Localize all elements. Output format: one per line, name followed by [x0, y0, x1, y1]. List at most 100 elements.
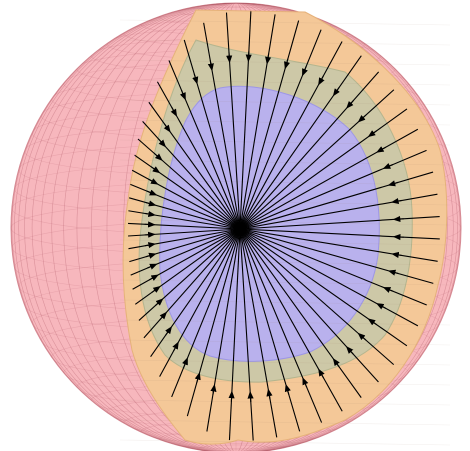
parallel-line	[216, 449, 256, 451]
field-line	[225, 12, 241, 230]
field-line	[239, 228, 301, 432]
field-line	[239, 149, 427, 230]
field-arrow	[376, 303, 387, 310]
field-arrow	[182, 357, 188, 368]
meridian-line	[14, 3, 458, 451]
cutaway-grid-line	[119, 219, 451, 226]
meridian-line	[11, 3, 461, 451]
field-line	[183, 39, 241, 230]
field-lines	[128, 11, 440, 441]
field-line	[186, 228, 241, 417]
field-arrow	[145, 252, 157, 259]
field-arrow	[318, 368, 325, 379]
field-arrow	[163, 123, 171, 133]
field-arrow	[302, 377, 309, 388]
field-arrow	[179, 89, 186, 101]
field-arrow	[154, 153, 163, 161]
field-line	[239, 171, 434, 230]
field-line	[148, 101, 241, 230]
field-line	[239, 228, 323, 423]
field-arrow	[391, 251, 403, 258]
field-line	[150, 228, 241, 358]
field-line	[239, 228, 408, 347]
field-arrow	[367, 130, 378, 138]
field-line	[239, 228, 434, 284]
field-arrow	[357, 332, 367, 341]
field-arrow	[367, 318, 378, 326]
field-arrow	[148, 274, 159, 281]
field-arrow	[346, 100, 354, 109]
field-arrow	[158, 138, 167, 148]
field-line	[239, 20, 300, 230]
field-arrow	[382, 287, 394, 293]
field-arrow	[207, 60, 214, 72]
field-arrow	[150, 166, 161, 174]
meridian-line	[18, 3, 454, 451]
cutaway-grid-line	[119, 299, 451, 306]
field-arrow	[210, 383, 217, 395]
field-arrow	[382, 163, 394, 169]
field-line	[239, 228, 379, 383]
meridian-line	[24, 3, 448, 451]
cutaway-grid-line	[119, 199, 451, 206]
center-point	[237, 226, 243, 232]
field-line	[239, 128, 419, 230]
field-line	[239, 55, 362, 230]
field-arrow	[390, 198, 402, 205]
field-line	[206, 228, 241, 432]
field-line	[171, 228, 241, 398]
field-line	[239, 215, 440, 230]
cutaway-grid-line	[119, 279, 451, 286]
field-line	[239, 108, 408, 230]
cutaway-grid-line	[119, 339, 451, 346]
field-arrow	[159, 311, 168, 321]
field-arrow	[284, 383, 291, 395]
field-arrow	[332, 86, 340, 97]
field-line	[239, 14, 276, 230]
field-arrow	[345, 346, 354, 355]
field-arrow	[357, 114, 367, 123]
field-line	[239, 41, 343, 230]
field-line	[239, 228, 419, 327]
field-line	[239, 228, 343, 412]
field-arrow	[144, 210, 156, 218]
field-arrow	[151, 285, 161, 293]
field-arrow	[165, 326, 173, 336]
field-line	[239, 228, 362, 398]
field-arrow	[318, 75, 325, 86]
cutaway-grid-line	[119, 399, 451, 406]
cutaway-grid-line	[119, 439, 451, 446]
field-line	[239, 193, 438, 230]
field-arrow	[302, 65, 308, 77]
parallel-line	[216, 3, 256, 7]
meridian-line	[14, 3, 458, 451]
field-line	[239, 228, 278, 438]
field-arrow	[284, 58, 290, 70]
cutaway-grid-line	[119, 79, 451, 86]
cutaway-grid-line	[119, 259, 451, 266]
field-arrow	[148, 178, 159, 185]
field-arrow	[387, 180, 399, 187]
cutaway-grid-line	[119, 19, 451, 26]
meridian-line	[11, 3, 461, 451]
cutaway-grid-line	[119, 119, 451, 126]
field-arrow	[154, 298, 164, 307]
meridian-line	[18, 3, 454, 451]
field-arrow	[332, 358, 340, 368]
field-line	[239, 228, 438, 262]
field-arrow	[194, 371, 201, 383]
field-arrow	[266, 388, 273, 400]
field-line	[239, 228, 427, 306]
field-arrow	[146, 189, 158, 196]
meridian-line	[24, 3, 448, 451]
field-line	[239, 11, 252, 230]
field-arrow	[145, 200, 157, 207]
field-line	[203, 22, 241, 230]
cutaway-grid-line	[119, 319, 451, 326]
field-line	[239, 228, 254, 441]
cutaway-grid-line	[119, 99, 451, 106]
field-line	[239, 89, 395, 230]
field-line	[168, 60, 241, 230]
field-line	[239, 29, 322, 230]
